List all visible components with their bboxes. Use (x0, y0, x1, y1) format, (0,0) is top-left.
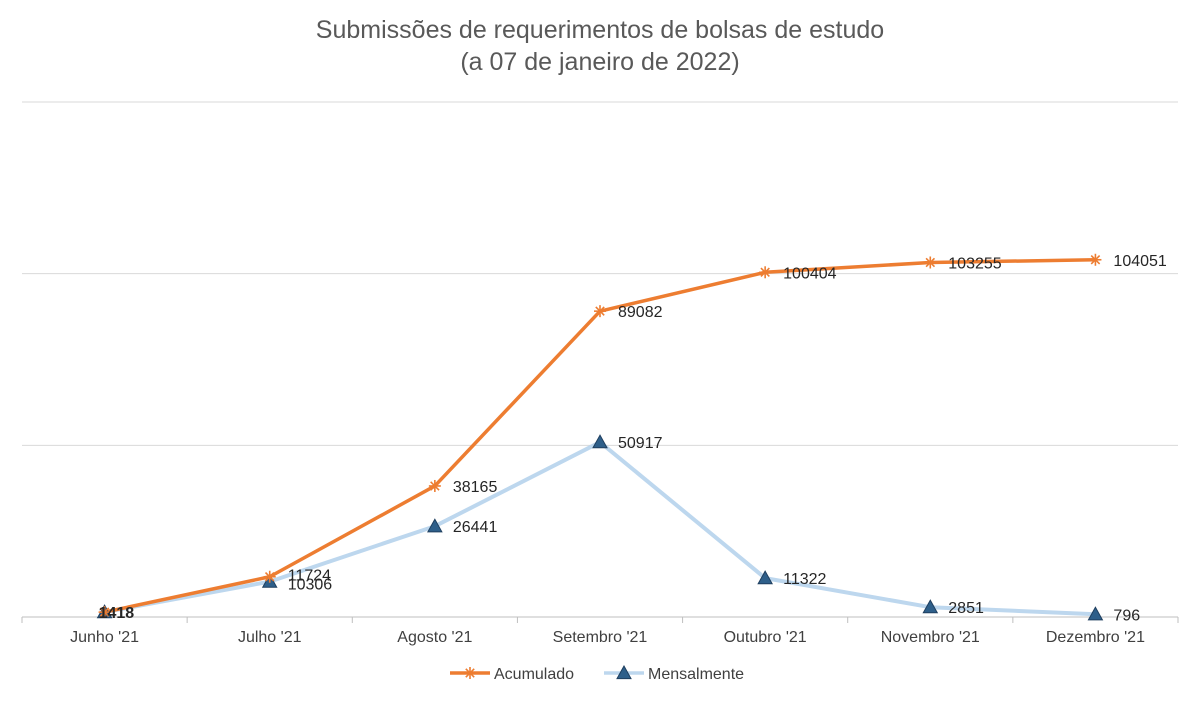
data-label: 50917 (618, 435, 663, 452)
data-point-marker (428, 479, 441, 492)
data-point-marker (924, 256, 937, 269)
x-tick-label: Setembro '21 (553, 629, 648, 646)
x-tick-label: Junho '21 (70, 629, 139, 646)
legend-label: Acumulado (494, 666, 574, 683)
data-point-marker (427, 518, 443, 533)
data-label: 103255 (948, 255, 1001, 272)
data-point-marker (759, 266, 772, 279)
data-label: 89082 (618, 304, 663, 321)
data-point-marker (594, 305, 606, 318)
data-point-marker (98, 606, 111, 619)
data-point-marker (757, 570, 773, 585)
legend-item-acumulado: Acumulado (450, 666, 574, 683)
data-label: 796 (1113, 607, 1140, 624)
data-point-marker (922, 599, 939, 614)
x-tick-label: Outubro '21 (724, 629, 807, 646)
x-tick-label: Agosto '21 (397, 629, 472, 646)
chart-title: Submissões de requerimentos de bolsas de… (315, 16, 885, 44)
data-point-marker (1087, 606, 1104, 621)
data-label: 2851 (948, 600, 984, 617)
data-label: 10306 (288, 577, 333, 594)
data-label: 26441 (453, 519, 498, 536)
data-label: 38165 (453, 479, 498, 496)
data-point-marker (616, 664, 632, 680)
legend-label: Mensalmente (648, 666, 744, 683)
x-tick-label: Julho '21 (238, 629, 302, 646)
x-tick-label: Novembro '21 (881, 629, 980, 646)
data-point-marker (464, 667, 476, 679)
data-point-marker (263, 570, 276, 583)
legend-item-mensalmente: Mensalmente (604, 664, 744, 683)
data-point-marker (592, 434, 608, 449)
data-label: 100404 (783, 265, 836, 282)
data-point-marker (1089, 253, 1102, 266)
series-line-mensalmente (104, 440, 1096, 617)
data-label: 11322 (783, 571, 826, 588)
data-label: 1418 (99, 605, 135, 622)
x-tick-label: Dezembro '21 (1046, 629, 1145, 646)
data-label: 11724 (288, 568, 331, 585)
chart-subtitle: (a 07 de janeiro de 2022) (460, 48, 740, 76)
data-label: 104051 (1113, 253, 1166, 270)
